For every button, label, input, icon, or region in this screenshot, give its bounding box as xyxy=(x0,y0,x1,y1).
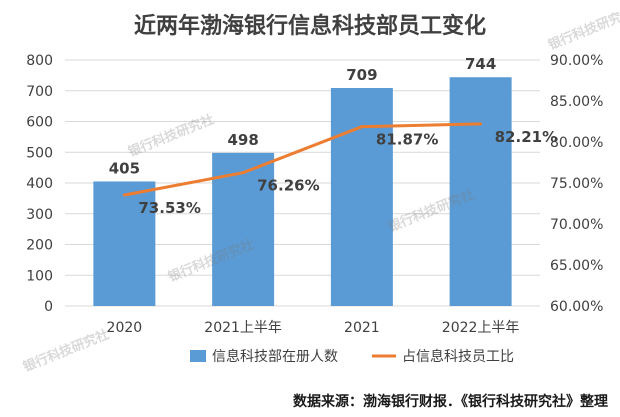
legend-bar-swatch xyxy=(190,350,206,362)
legend-line-label: 占信息科技员工比 xyxy=(402,348,514,365)
line-data-label: 76.26% xyxy=(257,177,319,195)
legend-bar-label: 信息科技部在册人数 xyxy=(212,348,338,365)
bar-data-label: 709 xyxy=(346,66,377,84)
left-tick-label: 800 xyxy=(26,53,53,69)
bar xyxy=(330,87,393,306)
x-tick-label: 2020 xyxy=(107,320,143,336)
right-tick-label: 85.00% xyxy=(550,94,603,110)
line-point xyxy=(241,171,245,175)
x-tick-label: 2022上半年 xyxy=(442,320,520,336)
bar-data-label: 405 xyxy=(109,159,140,177)
left-tick-label: 600 xyxy=(26,115,53,131)
left-tick-label: 200 xyxy=(26,238,53,254)
bar-data-label: 498 xyxy=(227,131,258,149)
chart-title: 近两年渤海银行信息科技部员工变化 xyxy=(133,14,486,39)
bar-data-label: 744 xyxy=(465,55,496,73)
line-point xyxy=(360,125,364,129)
left-tick-label: 500 xyxy=(26,145,53,161)
right-tick-label: 90.00% xyxy=(550,53,603,69)
x-tick-label: 2021上半年 xyxy=(204,320,282,336)
bar xyxy=(212,152,275,306)
line-data-label: 81.87% xyxy=(376,131,438,149)
left-tick-label: 300 xyxy=(26,207,53,223)
right-tick-label: 80.00% xyxy=(550,135,603,151)
source-note: 数据来源：渤海银行财报．《银行科技研究社》整理 xyxy=(293,394,608,410)
line-series xyxy=(124,122,481,197)
right-tick-label: 75.00% xyxy=(550,176,603,192)
line-point xyxy=(122,193,126,197)
bar xyxy=(93,181,156,306)
right-tick-label: 70.00% xyxy=(550,217,603,233)
left-tick-label: 100 xyxy=(26,268,53,284)
x-tick-label: 2021 xyxy=(344,320,380,336)
line-data-label: 73.53% xyxy=(138,199,200,217)
line-data-label: 82.21% xyxy=(495,128,557,146)
left-tick-label: 0 xyxy=(44,299,53,315)
right-tick-label: 60.00% xyxy=(550,299,603,315)
left-tick-label: 700 xyxy=(26,84,53,100)
bar xyxy=(449,77,512,306)
left-tick-label: 400 xyxy=(26,176,53,192)
line-point xyxy=(479,122,483,126)
right-tick-label: 65.00% xyxy=(550,258,603,274)
